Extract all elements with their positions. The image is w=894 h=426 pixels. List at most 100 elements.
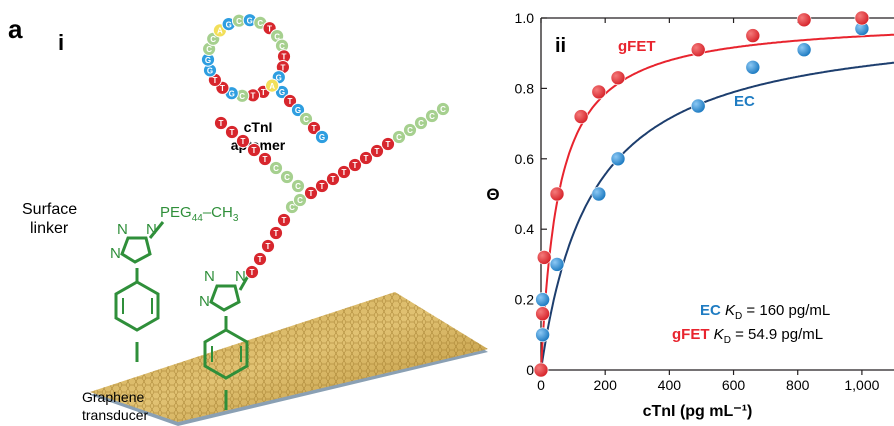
nucleotide-bead: T (314, 178, 330, 194)
nucleotide-bead: C (268, 160, 284, 176)
data-point-gfet (591, 84, 607, 100)
nucleotide-bead: T (306, 120, 322, 136)
svg-text:G: G (247, 16, 253, 25)
svg-text:T: T (288, 97, 293, 106)
nucleotide-bead: T (282, 93, 298, 109)
data-point-gfet (536, 250, 552, 265)
x-tick-label: 200 (594, 377, 618, 393)
aptamer-linker-molecule (203, 275, 250, 410)
y-tick-label: 1.0 (515, 10, 535, 26)
nucleotide-bead: T (336, 164, 352, 180)
svg-text:T: T (230, 128, 235, 137)
svg-text:T: T (282, 53, 287, 62)
svg-text:C: C (236, 17, 242, 26)
data-point-ec (796, 42, 812, 58)
svg-text:G: G (205, 56, 211, 65)
svg-text:T: T (267, 24, 272, 33)
graphene-sheet (90, 292, 488, 426)
svg-text:C: C (396, 133, 402, 142)
y-tick-label: 0.4 (515, 221, 535, 237)
triazole-n-right-1: N (199, 293, 210, 310)
svg-text:C: C (289, 203, 295, 212)
surface-linker-label-1: Surface (22, 201, 77, 218)
surface-linker-label-2: linker (30, 220, 69, 237)
y-tick-label: 0.8 (515, 80, 535, 96)
triazole-n-left-1: N (110, 245, 121, 262)
aptamer-label-1: cTnI (244, 119, 273, 135)
triazole-n-right-3: N (235, 268, 246, 285)
svg-text:G: G (319, 133, 325, 142)
svg-text:C: C (274, 32, 280, 41)
aptamer-strand: TTTTTCCTTTTTTTTCCCCCCCCTTTTTGTGCTGTTCGTT… (200, 13, 451, 280)
svg-text:C: C (295, 182, 301, 191)
series-label-ec: EC (734, 93, 755, 110)
x-tick-label: 1,000 (844, 377, 879, 393)
triazole-n-left-2: N (117, 221, 128, 238)
svg-text:T: T (282, 216, 287, 225)
data-point-gfet (854, 10, 870, 26)
data-point-gfet (796, 12, 812, 28)
svg-text:T: T (250, 268, 255, 277)
svg-text:T: T (220, 84, 225, 93)
data-point-gfet (690, 42, 706, 58)
svg-text:T: T (251, 92, 256, 101)
svg-text:C: C (440, 105, 446, 114)
nucleotide-bead: C (290, 178, 306, 194)
x-tick-label: 0 (537, 377, 545, 393)
svg-text:C: C (407, 126, 413, 135)
nucleotide-bead: C (435, 101, 451, 117)
transducer-label-2: transducer (82, 407, 148, 423)
data-point-ec (690, 98, 706, 114)
subpanel-label-ii: ii (555, 35, 566, 57)
nucleotide-bead: T (224, 124, 240, 140)
binding-curve-chart: 0 200 400 600 800 1,000 0 0.2 0.4 0.6 0.8 1.0 cTnI (… (486, 10, 894, 420)
svg-text:G: G (276, 73, 282, 82)
y-tick-label: 0.2 (515, 292, 535, 308)
nucleotide-bead: T (276, 212, 292, 228)
chart-axes: 0 200 400 600 800 1,000 0 0.2 0.4 0.6 0.8 1.0 cTnI (… (486, 10, 894, 420)
nucleotide-bead: C (292, 192, 308, 208)
x-axis-label: cTnI (pg mL⁻¹) (643, 403, 753, 420)
svg-text:C: C (210, 35, 216, 44)
nucleotide-bead: C (402, 122, 418, 138)
svg-text:T: T (266, 242, 271, 251)
svg-text:C: C (239, 92, 245, 101)
nucleotide-bead: G (274, 84, 290, 100)
data-point-gfet (610, 70, 626, 86)
svg-text:C: C (284, 173, 290, 182)
nucleotide-bead: C (298, 111, 314, 127)
kd-gfet-annotation: gFET KD = 54.9 pg/mL (672, 326, 823, 346)
nucleotide-bead: C (279, 169, 295, 185)
svg-text:T: T (309, 189, 314, 198)
y-axis-label: Θ (486, 185, 499, 204)
fit-curve-gfet (540, 33, 894, 371)
subpanel-label-i: i (58, 30, 64, 55)
svg-text:G: G (295, 106, 301, 115)
x-tick-label: 800 (786, 377, 810, 393)
data-point-gfet (549, 186, 565, 202)
nucleotide-bead: T (369, 143, 385, 159)
triazole-n-left-3: N (146, 221, 157, 238)
x-tick-label: 600 (722, 377, 746, 393)
peg-label: PEG44–CH3 (160, 204, 239, 224)
nucleotide-bead: G (202, 63, 218, 78)
svg-text:A: A (217, 27, 223, 36)
nucleotide-bead: T (235, 133, 251, 149)
svg-text:C: C (297, 196, 303, 205)
svg-text:T: T (353, 161, 358, 170)
svg-text:G: G (207, 67, 213, 76)
svg-text:T: T (241, 137, 246, 146)
svg-text:T: T (342, 168, 347, 177)
svg-text:T: T (274, 229, 279, 238)
svg-text:T: T (280, 63, 285, 72)
nucleotide-bead: T (268, 225, 284, 241)
svg-text:T: T (219, 119, 224, 128)
svg-text:C: C (273, 164, 279, 173)
svg-text:C: C (257, 19, 263, 28)
nucleotide-bead: T (358, 150, 374, 166)
triazole-n-right-2: N (204, 268, 215, 285)
svg-text:G: G (229, 89, 235, 98)
svg-text:T: T (320, 182, 325, 191)
surface-linker-molecule (114, 221, 165, 362)
y-tick-label: 0.6 (515, 151, 535, 167)
